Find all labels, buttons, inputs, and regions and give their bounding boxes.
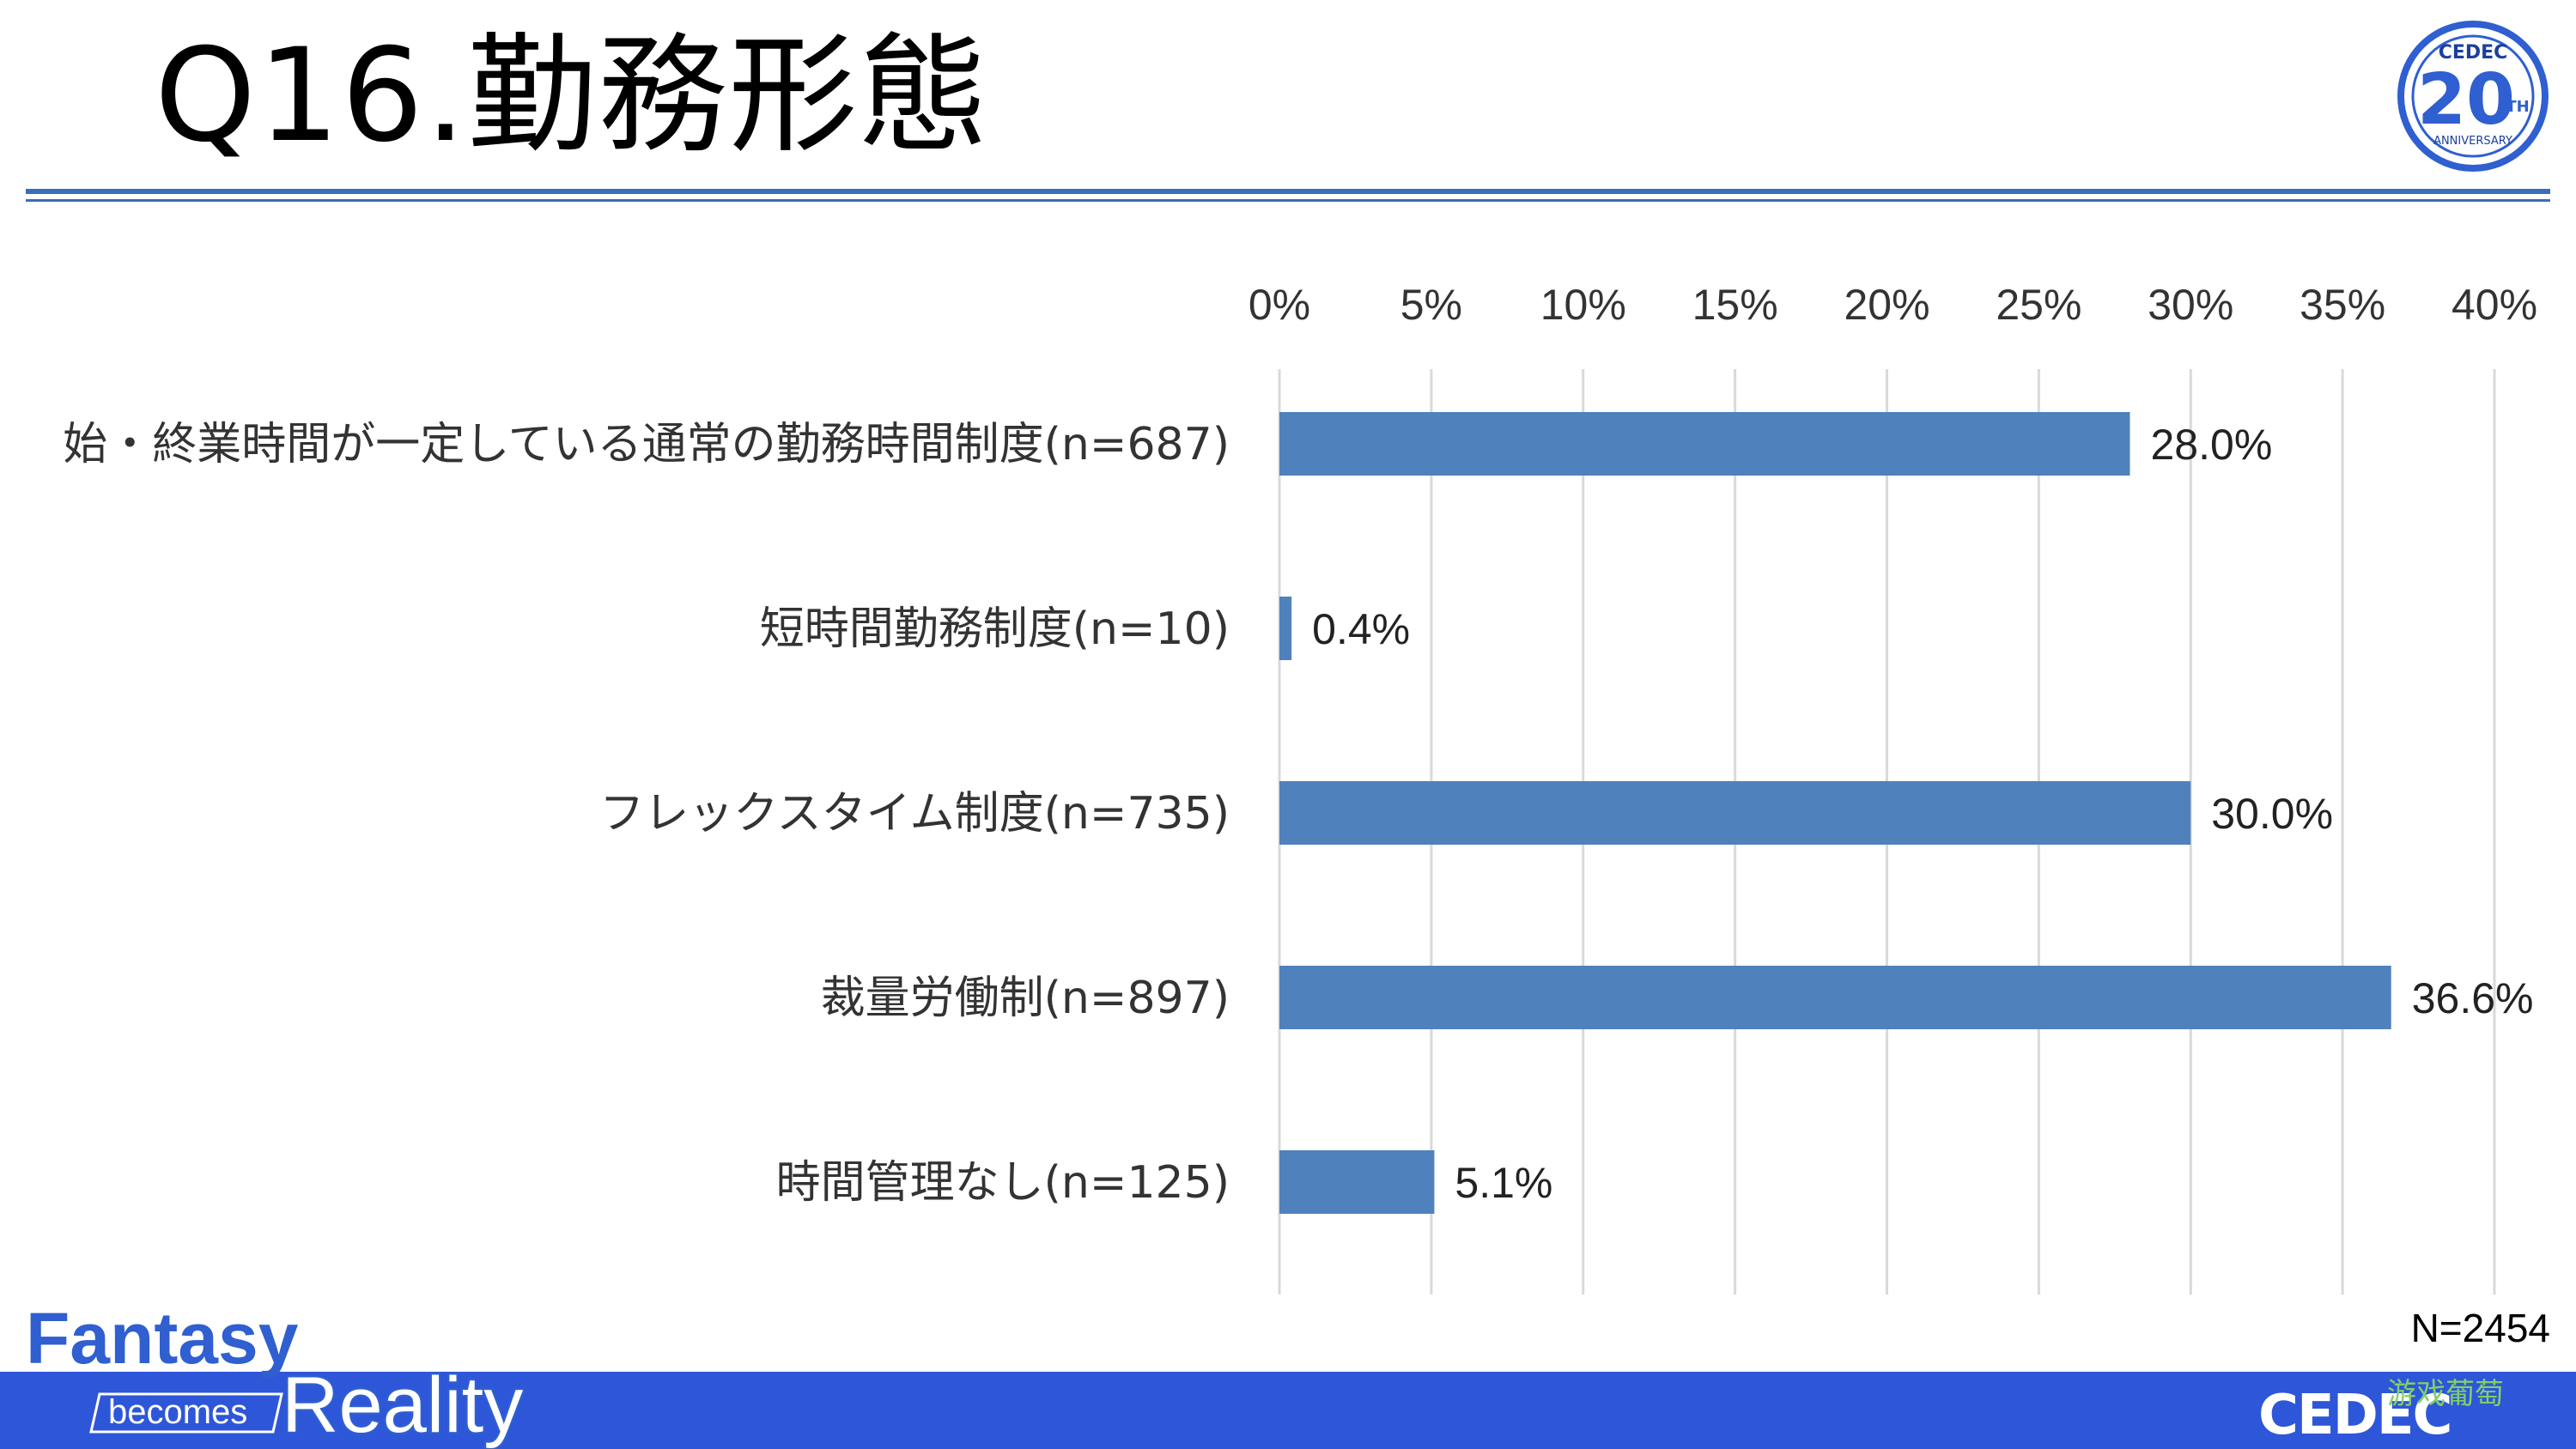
value-labels: 28.0% 0.4% 30.0% 36.6% 5.1%	[1312, 421, 2533, 1207]
value-label: 30.0%	[2211, 790, 2333, 838]
badge-top-text: CEDEC	[2439, 42, 2508, 64]
category-label: フレックスタイム制度(n=735)	[599, 788, 1230, 840]
bar	[1279, 966, 2391, 1029]
title-rule-thin	[26, 199, 2550, 202]
x-tick-label: 20%	[1844, 281, 1929, 329]
category-labels: 始・終業時間が一定している通常の勤務時間制度(n=687) 短時間勤務制度(n=1…	[63, 419, 1230, 1209]
footer-band	[0, 1372, 2576, 1449]
badge-number: 20	[2417, 59, 2515, 141]
bars	[1279, 412, 2391, 1214]
x-tick-label: 40%	[2451, 281, 2537, 329]
x-tick-label: 0%	[1249, 281, 1310, 329]
badge-suffix: TH	[2506, 98, 2529, 116]
watermark-text: 游戏葡萄	[2387, 1377, 2504, 1411]
fantasy-becomes-reality-logo: Fantasy becomes Reality	[26, 1298, 526, 1449]
logo-reality: Reality	[282, 1361, 523, 1449]
bar	[1279, 781, 2191, 845]
x-tick-label: 5%	[1400, 281, 1462, 329]
category-label: 短時間勤務制度(n=10)	[760, 603, 1230, 655]
sample-size-label: N=2454	[2410, 1306, 2550, 1350]
title-rule	[26, 189, 2550, 194]
value-label: 28.0%	[2151, 421, 2273, 469]
badge-bottom-text: ANNIVERSARY	[2433, 135, 2512, 148]
category-label: 始・終業時間が一定している通常の勤務時間制度(n=687)	[63, 419, 1230, 470]
cedec-logo: CEDEC	[2258, 1384, 2452, 1447]
x-tick-label: 25%	[1996, 281, 2081, 329]
x-tick-label: 30%	[2148, 281, 2233, 329]
bar	[1279, 1150, 1435, 1214]
x-axis-ticks: 0% 5% 10% 15% 20% 25% 30% 35% 40%	[1249, 281, 2537, 329]
category-label: 裁量労働制(n=897)	[821, 973, 1230, 1024]
page-title: Q16.勤務形態	[155, 21, 990, 171]
x-tick-label: 15%	[1692, 281, 1778, 329]
value-label: 5.1%	[1455, 1159, 1552, 1207]
x-tick-label: 35%	[2300, 281, 2385, 329]
anniversary-badge: CEDEC 20 TH ANNIVERSARY	[2397, 21, 2549, 172]
x-tick-label: 10%	[1540, 281, 1626, 329]
value-label: 36.6%	[2412, 974, 2534, 1022]
bar	[1279, 412, 2130, 476]
logo-fantasy: Fantasy	[26, 1298, 299, 1379]
bar	[1279, 597, 1292, 660]
value-label: 0.4%	[1312, 605, 1410, 653]
category-label: 時間管理なし(n=125)	[776, 1157, 1230, 1209]
logo-becomes: becomes	[108, 1393, 247, 1431]
